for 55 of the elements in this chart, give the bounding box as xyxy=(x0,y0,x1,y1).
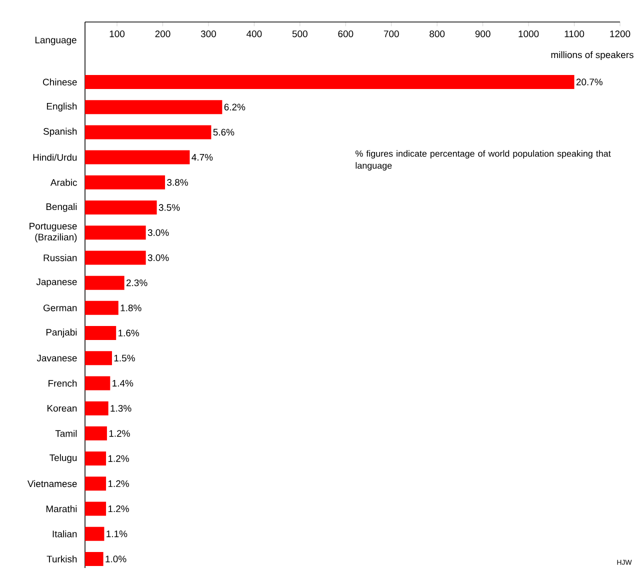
y-tick-label: Marathi xyxy=(46,505,77,512)
x-tick-label: 300 xyxy=(200,30,216,38)
annotation: 4.7% xyxy=(192,154,213,161)
y-tick-label: Russian xyxy=(44,254,77,262)
x-tick-label: 1200 xyxy=(610,30,630,38)
x-tick-label: 400 xyxy=(246,30,262,38)
annotation: 1.1% xyxy=(106,530,128,538)
y-tick-label: Portuguese (Brazilian) xyxy=(30,222,77,242)
annotation: 1.2% xyxy=(108,455,129,462)
x-tick-label: 1100 xyxy=(564,30,584,38)
y-tick-label: English xyxy=(46,102,77,112)
annotation: 3.0% xyxy=(148,254,169,262)
x-tick-label: 200 xyxy=(155,30,170,38)
annotation: 3.8% xyxy=(167,179,188,186)
y-axis-title: Language xyxy=(35,36,76,46)
annotation: 5.6% xyxy=(213,128,234,136)
annotation: 1.6% xyxy=(118,330,140,336)
x-tick-label: 800 xyxy=(430,30,445,38)
y-tick-label: Arabic xyxy=(50,178,77,186)
annotation: 2.3% xyxy=(126,279,148,286)
y-tick-label: Japanese xyxy=(36,278,77,288)
x-tick-label: 500 xyxy=(292,30,308,38)
y-tick-label: Korean xyxy=(48,405,77,412)
annotation: 1.3% xyxy=(110,404,132,412)
y-tick-label: German xyxy=(44,304,77,312)
y-tick-label: Chinese xyxy=(42,78,77,86)
y-tick-label: Telugu xyxy=(50,454,77,463)
annotation: 3.0% xyxy=(148,229,169,236)
y-tick-label: Turkish xyxy=(46,555,77,562)
y-tick-label: Javanese xyxy=(36,354,77,362)
y-tick-label: Bengali xyxy=(46,203,77,212)
y-tick-label: French xyxy=(48,380,77,387)
annotation: 1.5% xyxy=(114,354,135,362)
annotation: 1.8% xyxy=(120,304,142,312)
annotation: 6.2% xyxy=(224,104,246,110)
x-axis-title: millions of speakers xyxy=(551,51,634,60)
annotation: 1.2% xyxy=(108,505,129,512)
y-tick-label: Spanish xyxy=(43,128,77,137)
annotation: % figures indicate percentage of world population speaking that language xyxy=(356,150,611,170)
x-tick-label: 900 xyxy=(475,30,490,38)
y-tick-label: Tamil xyxy=(55,430,77,437)
x-tick-label: 100 xyxy=(110,30,125,38)
annotation: 3.5% xyxy=(158,204,180,211)
annotation: 20.7% xyxy=(576,78,602,86)
annotation: 1.4% xyxy=(112,380,134,387)
x-tick-label: 600 xyxy=(338,30,354,38)
y-tick-label: Hindi/Urdu xyxy=(33,154,77,161)
annotation: 1.2% xyxy=(109,430,130,437)
x-tick-label: 1000 xyxy=(518,30,539,38)
annotation: 1.0% xyxy=(106,556,126,562)
x-tick-label: 700 xyxy=(384,30,399,38)
annotation: 1.2% xyxy=(108,480,129,487)
y-tick-label: Vietnamese xyxy=(27,480,77,488)
y-tick-label: Italian xyxy=(52,530,77,538)
y-tick-label: Panjabi xyxy=(46,328,77,338)
